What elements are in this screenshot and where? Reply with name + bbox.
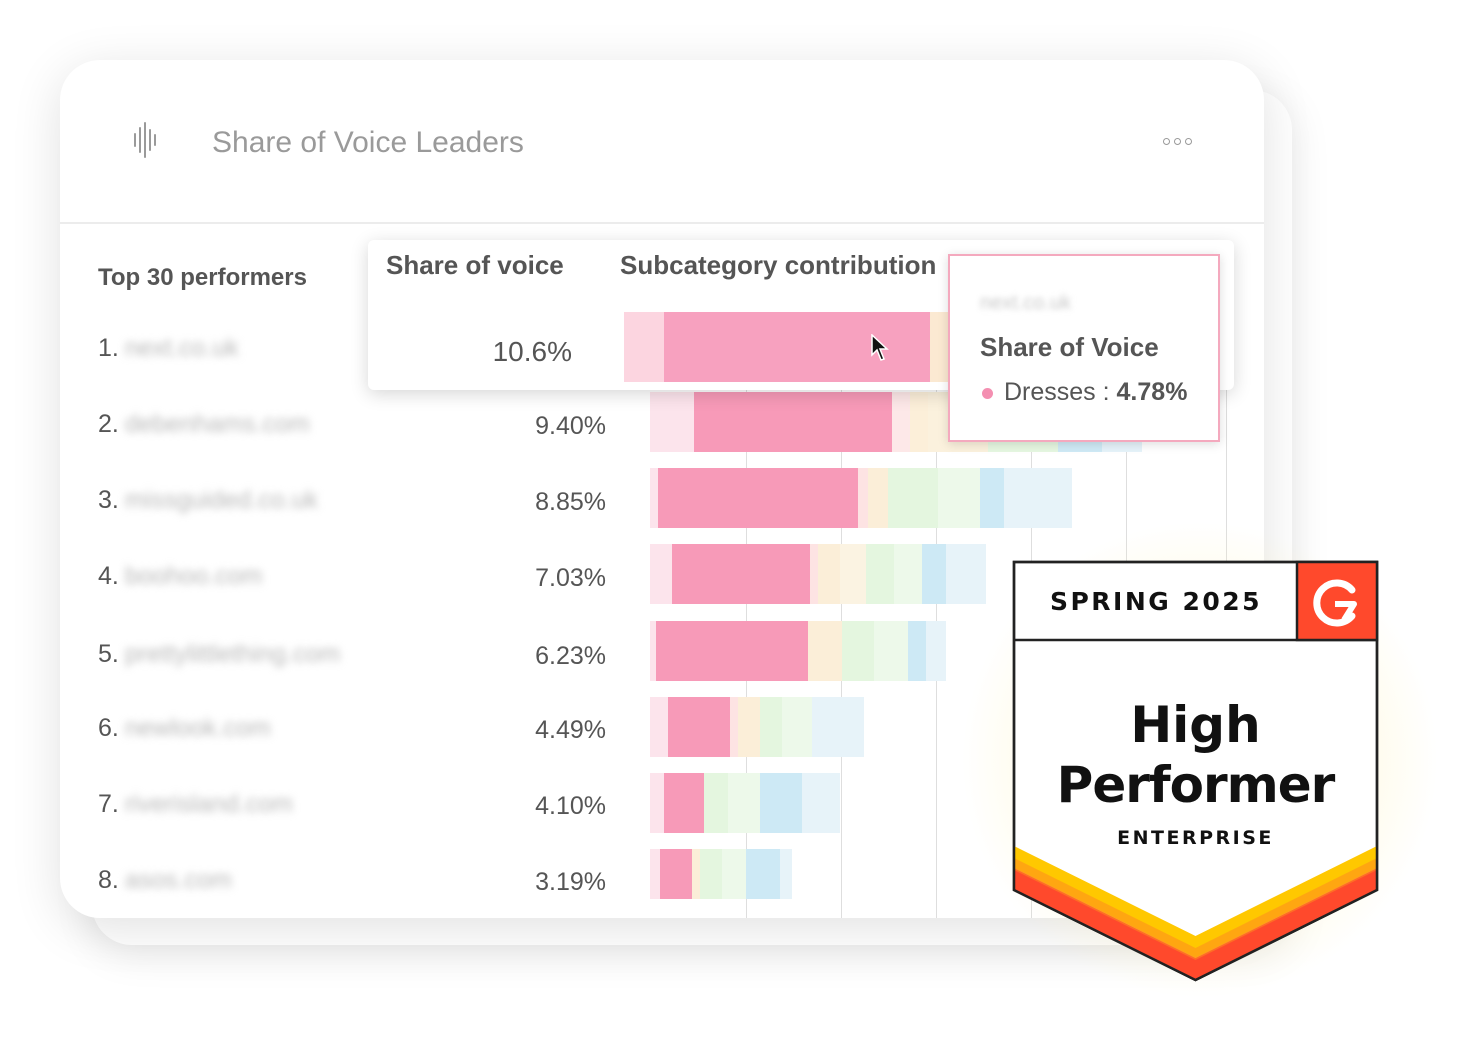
chart-tooltip: next.co.uk Share of Voice Dresses : 4.78… <box>948 254 1220 442</box>
badge-title-line2: Performer <box>1057 756 1336 814</box>
tooltip-site: next.co.uk <box>980 292 1072 314</box>
column-header-share: Share of voice <box>386 250 564 280</box>
list-item[interactable]: 2. debenhams.com <box>98 410 310 438</box>
soundwave-icon <box>134 122 160 158</box>
list-item[interactable]: 5. prettylittlething.com <box>98 640 341 668</box>
list-item[interactable]: 7. riverisland.com <box>98 790 293 818</box>
share-value: 4.49% <box>535 716 606 744</box>
list-item[interactable]: 8. asos.com <box>98 866 232 894</box>
list-item[interactable]: 1. next.co.uk <box>98 334 239 362</box>
tooltip-title: Share of Voice <box>980 332 1159 362</box>
g2-high-performer-badge: G2 SPRING 2025 High Performer ENTERPRISE <box>1012 560 1379 982</box>
list-item[interactable]: 4. boohoo.com <box>98 562 263 590</box>
badge-title-line1: High <box>1130 696 1260 754</box>
mouse-cursor-icon <box>871 334 889 361</box>
share-value: 7.03% <box>535 564 606 592</box>
tooltip-series: Dresses : 4.78% <box>1004 378 1188 406</box>
list-item[interactable]: 6. newlook.com <box>98 714 271 742</box>
contribution-bar[interactable] <box>650 468 1150 528</box>
grid-line <box>746 300 747 918</box>
contribution-bar[interactable] <box>650 773 850 833</box>
share-value: 6.23% <box>535 642 606 670</box>
column-header-performers: Top 30 performers <box>98 264 307 291</box>
contribution-bar[interactable] <box>650 621 950 681</box>
contribution-bar[interactable] <box>650 544 1050 604</box>
contribution-bar[interactable] <box>650 697 870 757</box>
more-options-icon[interactable] <box>1163 138 1192 145</box>
column-header-contribution: Subcategory contribution <box>620 250 937 280</box>
list-item[interactable]: 3. missguided.co.uk <box>98 486 319 514</box>
share-of-voice-widget: Share of Voice Leaders Top 30 performers… <box>60 60 1264 918</box>
badge-segment: ENTERPRISE <box>1117 827 1274 849</box>
g2-logo-icon: G2 <box>1313 579 1357 627</box>
share-value: 3.19% <box>535 868 606 896</box>
contribution-bar[interactable] <box>650 392 1200 452</box>
share-value: 10.6% <box>492 336 572 367</box>
grid-line <box>841 300 842 918</box>
widget-title: Share of Voice Leaders <box>212 126 524 159</box>
widget-header: Share of Voice Leaders <box>60 60 1264 224</box>
contribution-bar[interactable] <box>624 312 964 382</box>
grid-line <box>936 300 937 918</box>
badge-season: SPRING 2025 <box>1050 587 1262 616</box>
series-dot-icon <box>982 388 993 399</box>
share-value: 4.10% <box>535 792 606 820</box>
share-value: 8.85% <box>535 488 606 516</box>
contribution-bar[interactable] <box>650 849 800 899</box>
share-value: 9.40% <box>535 412 606 440</box>
